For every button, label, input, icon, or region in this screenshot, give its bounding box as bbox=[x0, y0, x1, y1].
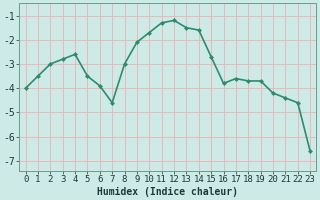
X-axis label: Humidex (Indice chaleur): Humidex (Indice chaleur) bbox=[97, 186, 238, 197]
